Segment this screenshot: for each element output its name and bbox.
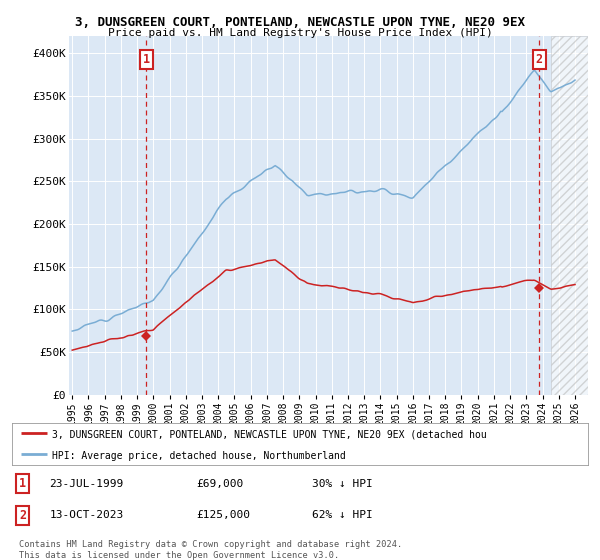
Text: 23-JUL-1999: 23-JUL-1999 — [49, 479, 124, 489]
Text: 1: 1 — [19, 477, 26, 490]
Text: Contains HM Land Registry data © Crown copyright and database right 2024.
This d: Contains HM Land Registry data © Crown c… — [19, 540, 402, 560]
Text: 3, DUNSGREEN COURT, PONTELAND, NEWCASTLE UPON TYNE, NE20 9EX: 3, DUNSGREEN COURT, PONTELAND, NEWCASTLE… — [75, 16, 525, 29]
Text: 13-OCT-2023: 13-OCT-2023 — [49, 510, 124, 520]
Text: £125,000: £125,000 — [196, 510, 250, 520]
Text: HPI: Average price, detached house, Northumberland: HPI: Average price, detached house, Nort… — [52, 451, 346, 460]
Text: Price paid vs. HM Land Registry's House Price Index (HPI): Price paid vs. HM Land Registry's House … — [107, 28, 493, 38]
Text: 1: 1 — [143, 53, 150, 66]
Text: 62% ↓ HPI: 62% ↓ HPI — [311, 510, 372, 520]
Text: 2: 2 — [19, 508, 26, 521]
Text: 3, DUNSGREEN COURT, PONTELAND, NEWCASTLE UPON TYNE, NE20 9EX (detached hou: 3, DUNSGREEN COURT, PONTELAND, NEWCASTLE… — [52, 430, 487, 440]
Text: 30% ↓ HPI: 30% ↓ HPI — [311, 479, 372, 489]
Text: 2: 2 — [536, 53, 543, 66]
Text: £69,000: £69,000 — [196, 479, 244, 489]
